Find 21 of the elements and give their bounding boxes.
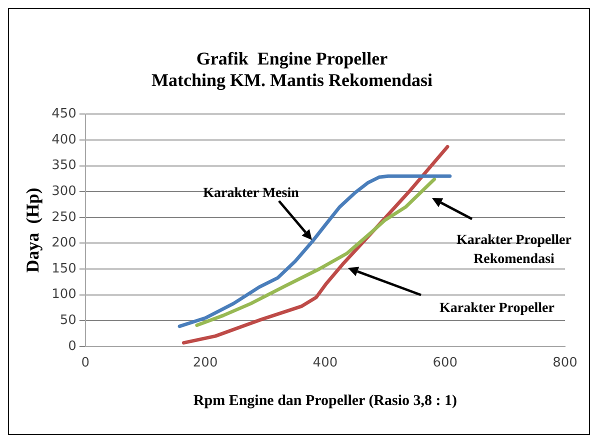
- y-tick-label: 300: [52, 184, 76, 199]
- y-tick-label: 0: [68, 338, 76, 354]
- x-tick-label: 800: [552, 356, 578, 371]
- annotation: Karakter Mesin: [203, 185, 299, 203]
- x-tick-label: 400: [312, 356, 338, 371]
- y-tick-label: 450: [52, 106, 76, 122]
- y-tick-label: 350: [52, 158, 76, 174]
- x-axis-title: Rpm Engine dan Propeller (Rasio 3,8 : 1): [193, 392, 458, 409]
- y-tick-label: 400: [52, 132, 76, 148]
- y-tick-label: 150: [52, 261, 76, 276]
- chart-title: Grafik Engine Propeller Matching KM. Mantis Rekomendasi: [152, 48, 432, 90]
- annotation: Karakter Propeller: [440, 300, 554, 318]
- y-tick-label: 100: [52, 287, 76, 302]
- x-tick-label: 200: [192, 356, 218, 371]
- y-tick-label: 50: [60, 312, 76, 328]
- x-tick-label: 600: [432, 356, 458, 371]
- y-tick-label: 200: [52, 236, 76, 251]
- y-axis-title: Daya (Hp): [22, 188, 42, 273]
- x-tick-label: 0: [81, 356, 90, 371]
- annotation: Karakter Propeller Rekomendasi: [456, 232, 572, 269]
- y-tick-label: 250: [52, 210, 76, 225]
